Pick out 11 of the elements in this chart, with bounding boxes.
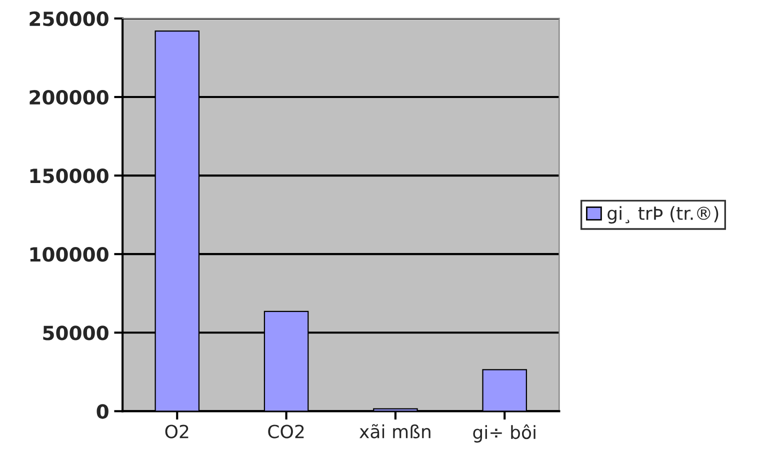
y-tick-label: 100000 xyxy=(30,247,108,262)
y-tick-label: 0 xyxy=(96,404,108,419)
legend-label: gi¸ trÞ (tr.®) xyxy=(608,206,718,224)
x-tick-label: gi÷ bôi xyxy=(473,424,536,443)
x-tick-label: CO2 xyxy=(268,424,304,438)
y-tick-label: 50000 xyxy=(43,326,108,340)
y-tick-label: 200000 xyxy=(30,90,108,105)
x-tick-label: xãi mßn xyxy=(360,424,430,438)
y-tick-label: 150000 xyxy=(30,168,108,184)
x-tick-label: O2 xyxy=(165,424,188,438)
y-tick-label: 250000 xyxy=(30,11,108,26)
